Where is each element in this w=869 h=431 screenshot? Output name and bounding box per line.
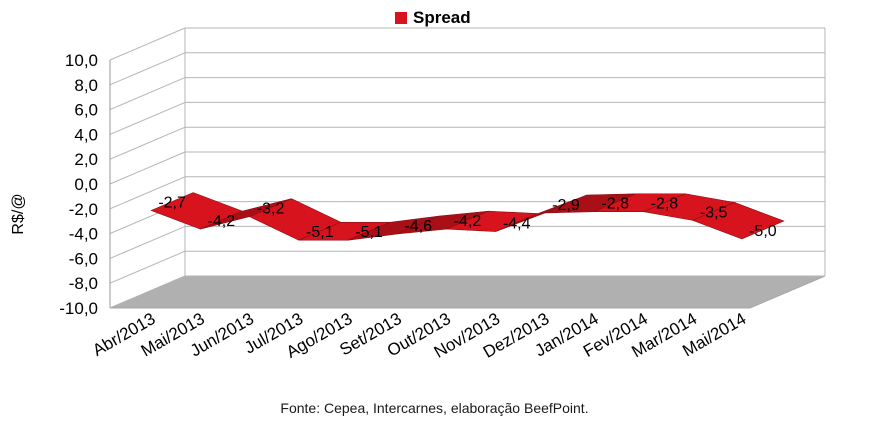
gridline-side xyxy=(109,126,186,160)
y-tick-label: 0,0 xyxy=(74,175,98,194)
gridline-side xyxy=(109,27,186,61)
y-tick-label: 8,0 xyxy=(74,76,98,95)
series-segment xyxy=(691,202,785,240)
gridline-side xyxy=(109,225,186,259)
gridline-side xyxy=(109,52,186,86)
data-label: -2,8 xyxy=(651,196,679,213)
data-label: -3,2 xyxy=(257,201,285,218)
gridline-side xyxy=(109,151,186,185)
y-tick-label: 10,0 xyxy=(65,51,98,70)
data-label: -2,7 xyxy=(158,194,186,211)
chart-floor xyxy=(109,275,826,309)
gridline-side xyxy=(109,275,186,309)
source-note: Fonte: Cepea, Intercarnes, elaboração Be… xyxy=(280,400,589,416)
y-tick-label: -8,0 xyxy=(69,274,98,293)
data-label: -4,6 xyxy=(404,218,432,235)
gridline-side xyxy=(109,77,186,111)
y-tick-label: -10,0 xyxy=(59,299,98,318)
gridline-side xyxy=(109,250,186,284)
data-label: -4,4 xyxy=(503,216,531,233)
data-label: -3,5 xyxy=(700,204,728,221)
y-tick-label: -6,0 xyxy=(69,249,98,268)
data-label: -5,1 xyxy=(306,224,334,241)
plot-walls xyxy=(110,28,825,308)
data-label: -2,9 xyxy=(552,197,580,214)
data-label: -2,8 xyxy=(601,196,629,213)
data-label: -4,2 xyxy=(454,213,482,230)
y-tick-label: 6,0 xyxy=(74,101,98,120)
y-tick-label: -4,0 xyxy=(69,225,98,244)
y-tick-label: 2,0 xyxy=(74,150,98,169)
data-label: -5,1 xyxy=(355,224,383,241)
legend: Spread xyxy=(395,8,471,28)
data-label: -4,2 xyxy=(208,213,236,230)
y-tick-label: -2,0 xyxy=(69,200,98,219)
gridline-side xyxy=(109,101,186,135)
legend-swatch xyxy=(395,12,407,24)
data-label: -5,0 xyxy=(749,223,777,240)
legend-label: Spread xyxy=(413,8,471,27)
gridline-side xyxy=(109,176,186,210)
y-tick-label: 4,0 xyxy=(74,125,98,144)
